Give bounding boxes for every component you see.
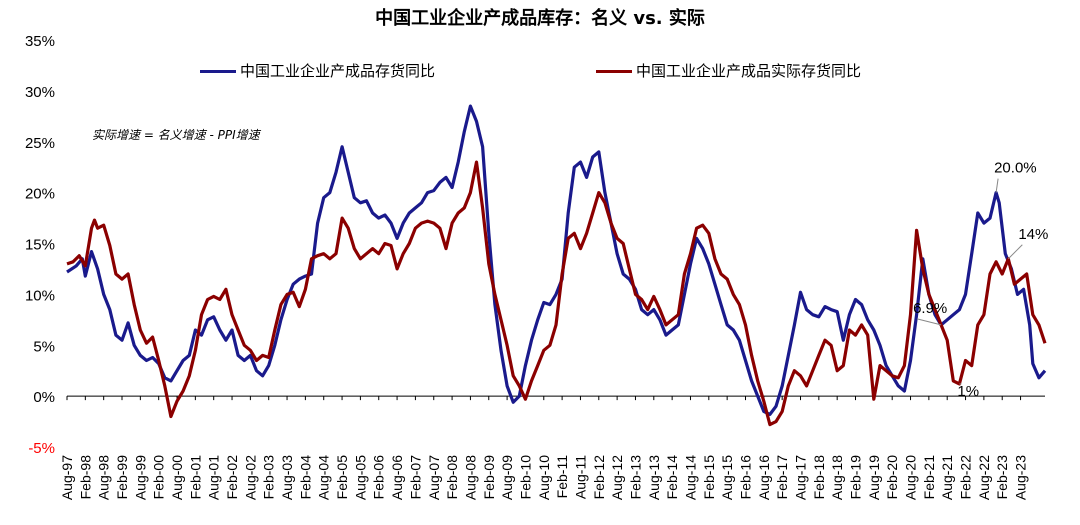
- x-tick-label: Feb-19: [848, 455, 864, 500]
- x-tick-label: Feb-05: [334, 455, 350, 500]
- x-tick-label: Feb-16: [737, 455, 753, 500]
- x-tick-label: Aug-10: [536, 455, 552, 500]
- chart-data-labels: 20.0% 14% 6.9% 1%: [913, 160, 1048, 400]
- x-tick-label: Aug-00: [169, 455, 185, 500]
- y-tick-label: 30%: [25, 84, 55, 101]
- x-tick-label: Feb-03: [261, 455, 277, 500]
- x-tick-label: Feb-12: [591, 455, 607, 500]
- x-tick-label: Feb-04: [297, 455, 313, 500]
- chart-title: 中国工业企业产成品库存：名义 vs. 实际: [375, 8, 705, 29]
- x-tick-label: Aug-14: [682, 455, 698, 500]
- x-tick-label: Feb-17: [774, 455, 790, 500]
- x-tick-label: Aug-17: [793, 455, 809, 500]
- y-tick-label: 20%: [25, 186, 55, 203]
- x-tick-label: Feb-23: [994, 455, 1010, 500]
- series-line-0: [66, 104, 1047, 416]
- x-tick-label: Feb-22: [958, 455, 974, 500]
- x-tick-label: Feb-21: [921, 455, 937, 500]
- series-line-1: [66, 160, 1047, 427]
- legend-swatch-nominal: [200, 70, 236, 73]
- x-tick-label: Aug-07: [426, 455, 442, 500]
- x-tick-label: Feb-06: [371, 455, 387, 500]
- y-tick-label: 25%: [25, 135, 55, 152]
- x-tick-label: Feb-20: [884, 455, 900, 500]
- x-tick-label: Aug-18: [829, 455, 845, 500]
- x-tick-label: Feb-99: [114, 455, 130, 500]
- data-label-leader: [1007, 244, 1023, 260]
- data-label: 6.9%: [913, 300, 947, 317]
- x-tick-label: Aug-04: [316, 455, 332, 500]
- legend-item-nominal: 中国工业企业产成品存货同比: [200, 60, 435, 81]
- x-tick-label: Aug-08: [462, 455, 478, 500]
- chart-series-lines: [66, 104, 1047, 427]
- x-tick-label: Aug-98: [96, 455, 112, 500]
- y-tick-label: 5%: [33, 338, 55, 355]
- x-tick-label: Feb-18: [811, 455, 827, 500]
- legend-label-real: 中国工业企业产成品实际存货同比: [636, 62, 862, 80]
- x-tick-label: Feb-09: [481, 455, 497, 500]
- x-tick-label: Aug-19: [866, 455, 882, 500]
- x-tick-label: Feb-11: [554, 455, 570, 499]
- y-tick-label: -5%: [28, 440, 55, 457]
- x-tick-label: Feb-02: [224, 455, 240, 500]
- x-tick-label: Feb-08: [444, 455, 460, 500]
- x-tick-label: Aug-97: [59, 455, 75, 500]
- x-tick-label: Feb-10: [517, 455, 533, 500]
- x-tick-label: Feb-00: [151, 455, 167, 500]
- x-tick-label: Aug-99: [132, 455, 148, 500]
- x-tick-label: Aug-05: [352, 455, 368, 500]
- x-tick-label: Aug-09: [499, 455, 515, 500]
- data-label: 20.0%: [994, 160, 1037, 177]
- x-tick-label: Aug-23: [1013, 455, 1029, 500]
- x-tick-label: Feb-15: [701, 455, 717, 500]
- x-tick-label: Aug-20: [903, 455, 919, 500]
- y-tick-label: 10%: [25, 287, 55, 304]
- x-tick-label: Aug-01: [206, 455, 222, 500]
- x-tick-label: Feb-13: [627, 455, 643, 500]
- y-tick-label: 0%: [33, 389, 55, 406]
- x-tick-label: Feb-98: [77, 455, 93, 500]
- legend-swatch-real: [596, 70, 632, 73]
- x-tick-label: Feb-14: [664, 455, 680, 500]
- y-tick-label: 15%: [25, 237, 55, 254]
- x-tick-label: Aug-16: [756, 455, 772, 500]
- data-label: 1%: [957, 383, 979, 400]
- data-label-leader: [995, 178, 999, 193]
- data-label-leader: [916, 318, 942, 326]
- x-tick-label: Aug-13: [646, 455, 662, 500]
- chart-axes: -5%0%5%10%15%20%25%30%35%Aug-97 Feb-98 Aug…: [25, 33, 1045, 500]
- formula-annotation: 实际增速 = 名义增速 - PPI增速: [92, 128, 260, 142]
- x-tick-label: Aug-02: [242, 455, 258, 500]
- x-tick-label: Aug-03: [279, 455, 295, 500]
- x-tick-label: Feb-01: [187, 455, 203, 500]
- legend-item-real: 中国工业企业产成品实际存货同比: [596, 60, 861, 81]
- x-tick-label: Aug-11: [572, 455, 588, 499]
- x-tick-label: Aug-06: [389, 455, 405, 500]
- data-label: 14%: [1018, 226, 1048, 243]
- x-tick-label: Aug-21: [939, 455, 955, 500]
- x-tick-label: Aug-15: [719, 455, 735, 500]
- y-tick-label: 35%: [25, 33, 55, 50]
- x-tick-label: Aug-12: [609, 455, 625, 500]
- legend-label-nominal: 中国工业企业产成品存货同比: [240, 62, 436, 80]
- x-tick-label: Aug-22: [976, 455, 992, 500]
- x-tick-label: Feb-07: [407, 455, 423, 500]
